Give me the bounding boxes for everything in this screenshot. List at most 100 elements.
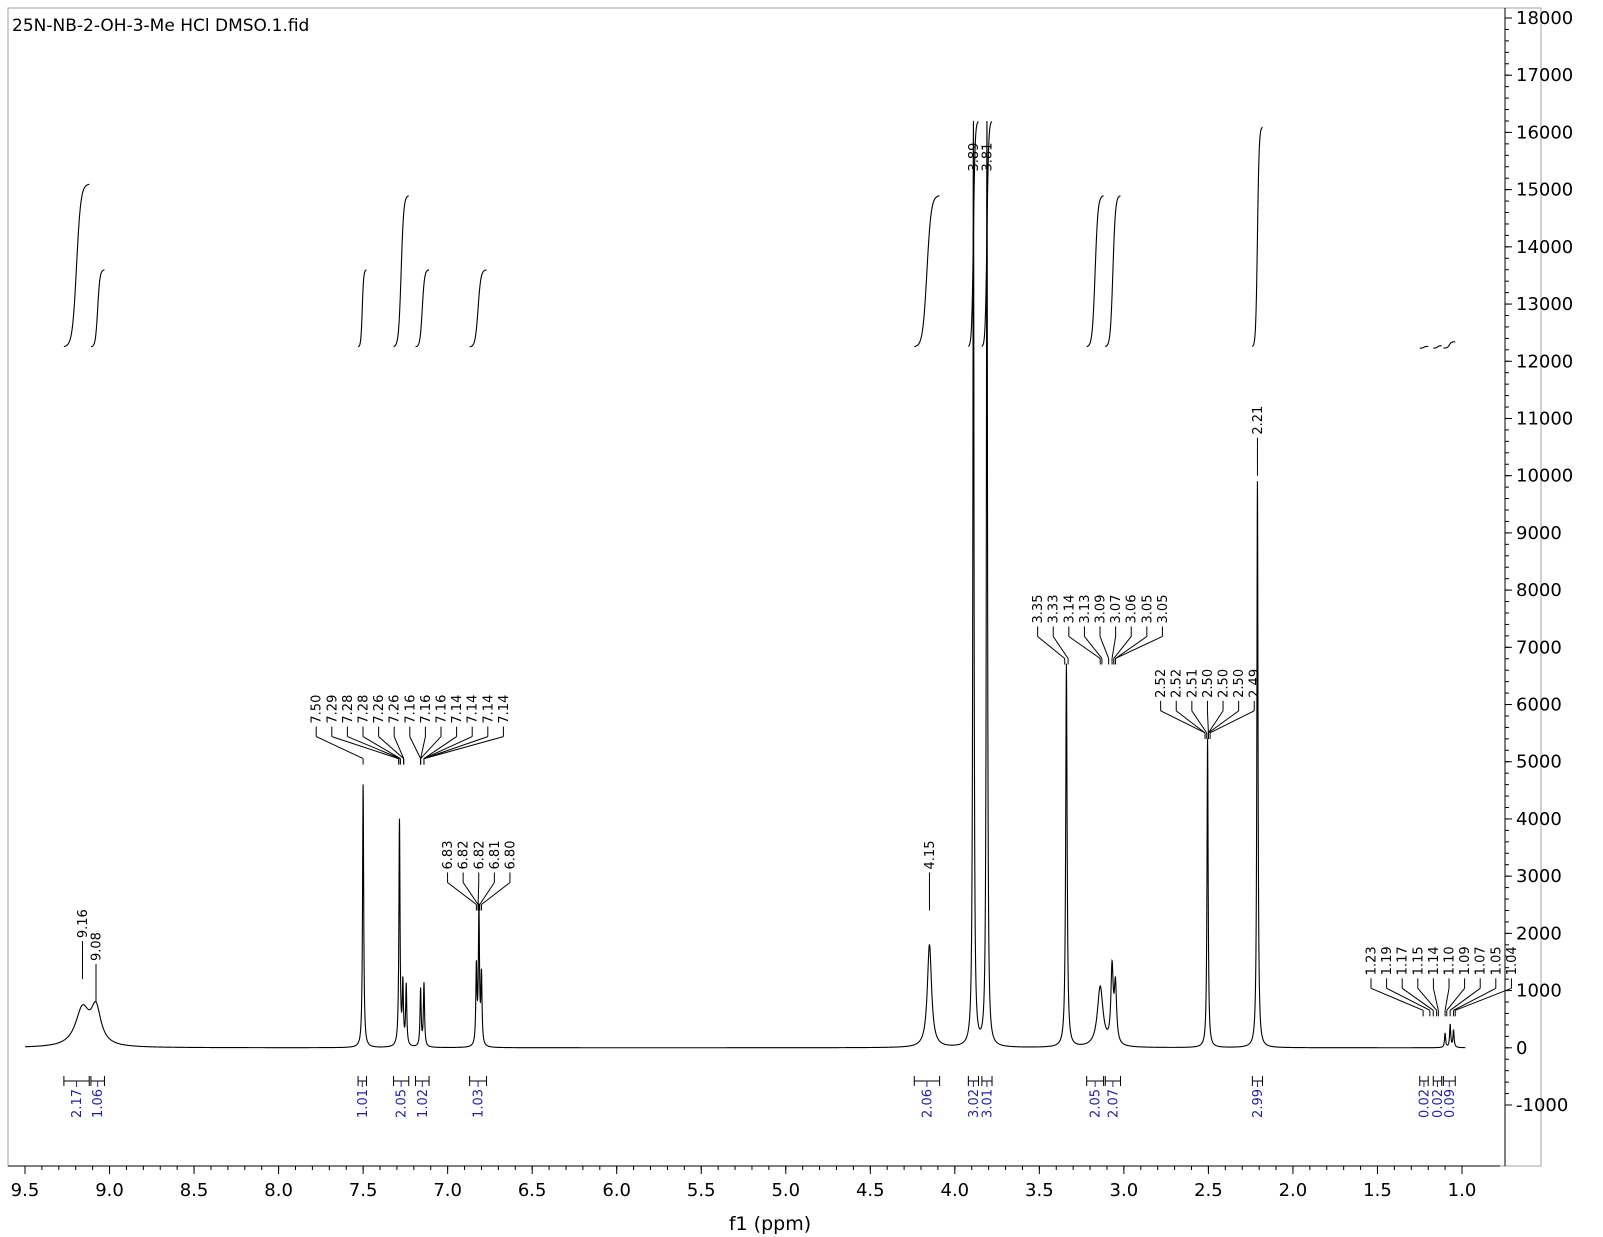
integral-brackets: 2.17 1.06 1.01 2.05 1.02 1.03 2.06 3.023.01 2.05… <box>63 1076 1458 1118</box>
integral-value: 1.03 <box>472 1089 487 1118</box>
integral-value: 2.07 <box>1106 1089 1121 1118</box>
peak-label: 6.83 <box>441 841 456 870</box>
peak-label-leader <box>393 736 405 759</box>
peak-label-leader <box>1037 636 1066 659</box>
peak-label: 1.19 <box>1380 946 1395 975</box>
peak-label-leader <box>1099 636 1110 659</box>
peak-label-leader <box>420 736 442 759</box>
peak-label: 6.81 <box>488 841 503 870</box>
peak-label-leader <box>1160 710 1206 734</box>
peak-label: 7.28 <box>341 695 356 724</box>
peak-label: 6.82 <box>457 841 472 870</box>
peak-label: 7.29 <box>325 695 340 724</box>
peak-label: 3.14 <box>1062 595 1077 624</box>
integral-value: 1.01 <box>356 1089 371 1118</box>
peak-label: 1.10 <box>1443 946 1458 975</box>
integral-curve <box>90 269 105 348</box>
x-tick-label: 8.5 <box>180 1180 209 1201</box>
peak-label-leader <box>423 736 488 760</box>
peak-label-leader <box>362 736 401 760</box>
chart-title: 25N-NB-2-OH-3-Me HCl DMSO.1.fid <box>12 16 309 36</box>
peak-label: 6.82 <box>472 841 487 870</box>
peak-label-leader <box>423 736 504 760</box>
peak-label: 3.35 <box>1031 595 1046 624</box>
integral-value: 3.01 <box>980 1089 995 1118</box>
y-tick-label: 0 <box>1516 1038 1527 1059</box>
y-tick-label: 1000 <box>1516 981 1562 1002</box>
peak-label: 2.50 <box>1201 669 1216 698</box>
integral-curves <box>63 121 1456 349</box>
y-tick-label: 4000 <box>1516 809 1562 830</box>
y-tick-label: 14000 <box>1516 237 1573 258</box>
integral-curve <box>1433 345 1442 349</box>
peak-label-leader <box>1206 710 1209 733</box>
integral-curve <box>1443 341 1456 349</box>
peak-label: 1.05 <box>1489 946 1504 975</box>
peak-label: 7.14 <box>481 695 496 724</box>
y-tick-label: 7000 <box>1516 637 1562 658</box>
x-tick-label: 9.5 <box>11 1180 40 1201</box>
peak-label: 7.50 <box>310 695 325 724</box>
y-tick-label: 6000 <box>1516 695 1562 716</box>
integral-value: 2.99 <box>1251 1089 1266 1118</box>
peak-label-leader <box>1444 988 1450 1011</box>
x-tick-label: 8.0 <box>264 1180 293 1201</box>
integral-curve <box>415 269 430 348</box>
y-tick-label: 10000 <box>1516 466 1573 487</box>
peak-label-leader <box>347 736 401 760</box>
integral-curve <box>914 195 940 348</box>
peak-label: 7.14 <box>466 695 481 724</box>
x-tick-label: 6.0 <box>602 1180 631 1201</box>
peak-label: 3.05 <box>1156 595 1171 624</box>
peak-label: 3.06 <box>1125 595 1140 624</box>
peak-label: 1.17 <box>1396 946 1411 975</box>
peak-label: 9.16 <box>76 909 91 938</box>
integral-curve <box>1105 195 1121 348</box>
y-tick-label: 2000 <box>1516 923 1562 944</box>
peak-label: 2.21 <box>1251 406 1266 435</box>
y-tick-label: 5000 <box>1516 752 1562 773</box>
peak-label-leader <box>1370 987 1424 1011</box>
integral-value: 2.05 <box>395 1089 410 1118</box>
peak-label-leader <box>1453 987 1497 1011</box>
peak-label-leader <box>1449 987 1481 1011</box>
spectrum-trace <box>24 120 1466 1049</box>
x-tick-label: 2.0 <box>1279 1180 1308 1201</box>
peak-label: 6.80 <box>503 841 518 870</box>
peak-label: 1.14 <box>1427 946 1442 975</box>
peak-label: 9.08 <box>90 932 105 961</box>
peak-label-leader <box>481 882 511 905</box>
y-tick-label: 15000 <box>1516 180 1573 201</box>
integral-value: 0.02 <box>1417 1089 1432 1118</box>
peak-label-leader <box>479 882 495 905</box>
peak-label-leader <box>1068 636 1101 659</box>
x-tick-label: 7.0 <box>433 1180 462 1201</box>
peak-label-leader <box>378 736 405 759</box>
peak-label-leader <box>1455 987 1512 1011</box>
integral-curve <box>357 269 367 348</box>
integral-value: 2.17 <box>70 1089 85 1118</box>
peak-label-leader <box>447 882 477 905</box>
integral-curve <box>63 183 90 348</box>
x-tick-label: 7.5 <box>349 1180 378 1201</box>
peak-label-leader <box>1446 988 1465 1011</box>
peak-label-leader <box>1175 710 1206 734</box>
peak-label: 3.13 <box>1078 595 1093 624</box>
integral-value: 2.05 <box>1089 1089 1104 1118</box>
peak-label: 7.26 <box>388 695 403 724</box>
peak-label-leader <box>1113 636 1132 659</box>
integral-curve <box>469 269 487 348</box>
integral-value: 1.06 <box>91 1089 106 1118</box>
y-tick-label: 8000 <box>1516 580 1562 601</box>
x-tick-label: 5.0 <box>771 1180 800 1201</box>
peak-label: 2.52 <box>1170 669 1185 698</box>
integral-curve <box>1252 126 1263 347</box>
x-tick-label: 3.5 <box>1025 1180 1054 1201</box>
peak-label-leader <box>1208 710 1239 734</box>
integral-value: 2.06 <box>920 1089 935 1118</box>
peak-label: 7.16 <box>419 695 434 724</box>
peak-label: 1.07 <box>1474 946 1489 975</box>
integral-curve <box>393 195 409 348</box>
integral-value: 1.02 <box>416 1089 431 1118</box>
